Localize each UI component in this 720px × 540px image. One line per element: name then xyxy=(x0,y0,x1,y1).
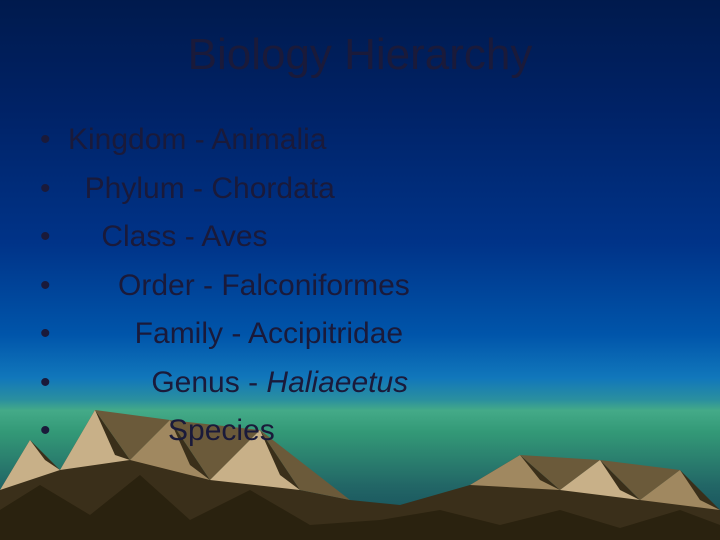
bullet-icon: • xyxy=(40,217,68,258)
page-title: Biology Hierarchy xyxy=(0,30,720,80)
bullet-icon: • xyxy=(40,120,68,161)
bullet-icon: • xyxy=(40,314,68,355)
bullet-item: • Family - Accipitridae xyxy=(40,314,680,355)
bullet-item: • Genus - Haliaeetus xyxy=(40,363,680,404)
bullet-item: • Order - Falconiformes xyxy=(40,266,680,307)
bullet-icon: • xyxy=(40,169,68,210)
bullet-list: •Kingdom - Animalia• Phylum - Chordata• … xyxy=(40,120,680,460)
bullet-text: Kingdom - Animalia xyxy=(68,120,326,161)
bullet-text: Phylum - Chordata xyxy=(68,169,335,210)
bullet-text: Species xyxy=(68,411,275,452)
bullet-text: Order - Falconiformes xyxy=(68,266,410,307)
bullet-text: Class - Aves xyxy=(68,217,268,258)
bullet-item: •Kingdom - Animalia xyxy=(40,120,680,161)
bullet-item: • Phylum - Chordata xyxy=(40,169,680,210)
bullet-icon: • xyxy=(40,411,68,452)
bullet-text: Family - Accipitridae xyxy=(68,314,403,355)
bullet-item: • Class - Aves xyxy=(40,217,680,258)
bullet-item: • Species xyxy=(40,411,680,452)
bullet-icon: • xyxy=(40,266,68,307)
bullet-icon: • xyxy=(40,363,68,404)
slide: Biology Hierarchy •Kingdom - Animalia• P… xyxy=(0,0,720,540)
bullet-text: Genus - Haliaeetus xyxy=(68,363,408,404)
